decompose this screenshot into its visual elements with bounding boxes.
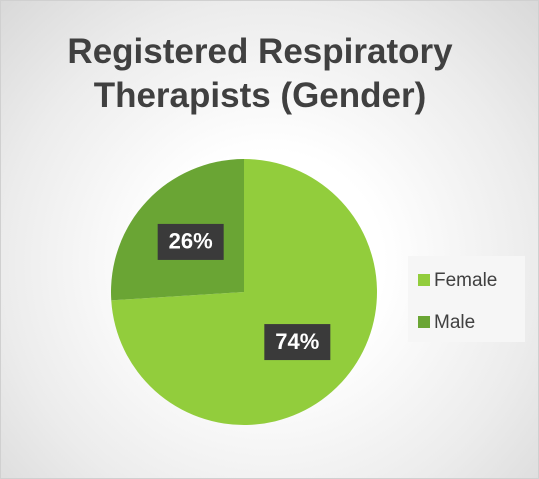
data-label: 74% — [275, 329, 319, 354]
data-label-box — [264, 324, 331, 361]
legend-label: Female — [434, 270, 497, 291]
legend-label: Male — [434, 312, 475, 333]
legend-swatch — [418, 274, 430, 286]
legend-swatch — [418, 316, 430, 328]
data-label-box — [157, 223, 224, 260]
chart-title: Registered Respiratory Therapists (Gende… — [67, 32, 453, 115]
data-label: 26% — [169, 229, 213, 254]
